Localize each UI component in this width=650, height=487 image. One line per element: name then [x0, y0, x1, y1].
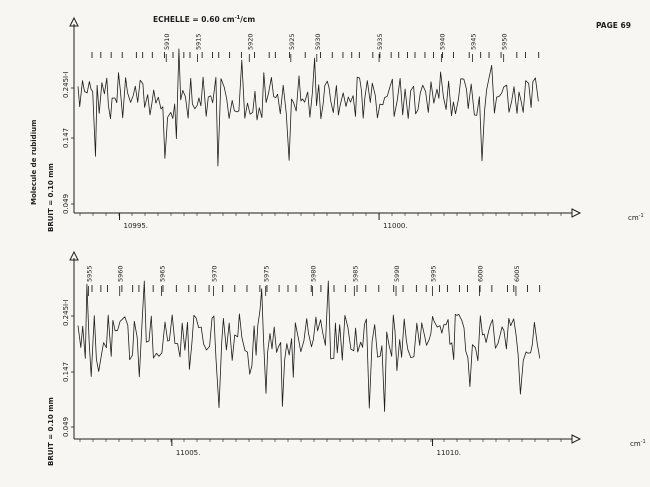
spectrum-trace [77, 280, 541, 412]
line-number-label: 5955 [85, 265, 93, 282]
y-axis-label: I-I [62, 71, 70, 78]
scale-label: ECHELLE = 0.60 cm-1/cm [153, 15, 255, 24]
x-axis-label: cm-1 [628, 213, 644, 222]
line-number-label: 5930 [314, 33, 322, 50]
page-number: PAGE 69 [596, 21, 631, 30]
x-tick-label: 11000. [383, 222, 408, 230]
molecule-label: Molecule de rubidium [30, 120, 38, 205]
line-number-label: 5995 [430, 265, 438, 282]
line-number-label: 5985 [351, 265, 359, 282]
x-axis-arrow [571, 208, 582, 218]
line-number-label: 5960 [117, 265, 125, 282]
line-number-label: 5920 [246, 33, 254, 50]
y-axis-label: I-I [62, 299, 70, 306]
line-number-label: 5950 [501, 33, 509, 50]
line-number-label: 5970 [211, 265, 219, 282]
y-tick-label: 0.147 [62, 128, 70, 148]
y-axis-arrow [69, 250, 79, 261]
noise-label-upper: BRUIT = 0.10 mm [47, 163, 55, 232]
noise-label-lower: BRUIT = 0.10 mm [47, 397, 55, 466]
line-number-label: 5935 [376, 33, 384, 50]
x-axis-label: cm-1 [630, 439, 646, 448]
line-number-label: 5975 [263, 265, 271, 282]
y-tick-label: 0.049 [62, 194, 70, 214]
x-tick-label: 10995. [124, 222, 149, 230]
y-axis-arrow [69, 16, 79, 27]
line-number-label: 6000 [476, 265, 484, 282]
x-tick-label: 11010. [437, 449, 462, 457]
x-axis-arrow [571, 434, 582, 444]
line-number-label: 5940 [438, 33, 446, 50]
line-number-label: 5965 [158, 265, 166, 282]
y-tick-label: 0.147 [62, 362, 70, 382]
y-tick-label: 0.245 [62, 78, 70, 98]
x-tick-label: 11005. [176, 449, 201, 457]
line-number-label: 6005 [513, 265, 521, 282]
line-number-label: 5945 [470, 33, 478, 50]
line-number-label: 5915 [194, 33, 202, 50]
line-number-label: 5910 [163, 33, 171, 50]
line-number-label: 5925 [288, 33, 296, 50]
y-tick-label: 0.245 [62, 306, 70, 326]
spectrum-trace [77, 48, 539, 167]
line-number-label: 5980 [310, 265, 318, 282]
y-tick-label: 0.049 [62, 417, 70, 437]
line-number-label: 5990 [393, 265, 401, 282]
